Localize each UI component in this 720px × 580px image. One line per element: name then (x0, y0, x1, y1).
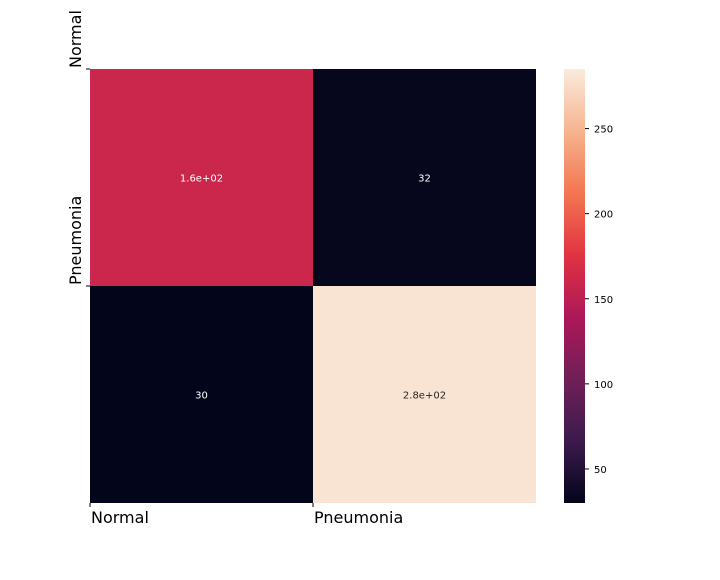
colorbar: 50 100 150 200 250 (564, 69, 613, 503)
colorbar-tick-label-1: 100 (594, 380, 613, 391)
colorbar-tick-label-3: 200 (594, 210, 613, 221)
heatmap-cell-1-1 (313, 286, 536, 503)
y-tick-label-1: Pneumonia (66, 196, 85, 285)
x-tick-label-1: Pneumonia (314, 508, 403, 527)
heatmap-cell-0-1 (313, 69, 536, 286)
colorbar-tick-label-2: 150 (594, 295, 613, 306)
colorbar-tick-label-0: 50 (594, 465, 607, 476)
colorbar-gradient (564, 69, 585, 503)
x-tick-label-0: Normal (91, 508, 149, 527)
heatmap-axes: Normal Pneumonia Normal Pneumonia (66, 10, 403, 527)
cell-value-label-0-1: 32 (418, 174, 431, 185)
y-tick-label-0: Normal (66, 10, 85, 68)
colorbar-tick-label-4: 250 (594, 125, 613, 136)
heatmap-cell-1-0 (90, 286, 313, 503)
heatmap-cells: 1.6e+02 32 30 2.8e+02 (90, 69, 536, 503)
heatmap-cell-0-0 (90, 69, 313, 286)
cell-value-label-1-0: 30 (195, 391, 208, 402)
cell-value-label-1-1: 2.8e+02 (403, 391, 446, 402)
cell-value-label-0-0: 1.6e+02 (180, 174, 223, 185)
